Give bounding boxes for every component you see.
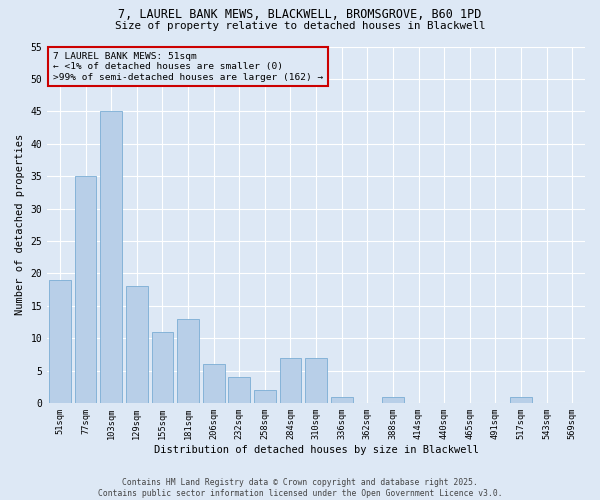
Text: 7 LAUREL BANK MEWS: 51sqm
← <1% of detached houses are smaller (0)
>99% of semi-: 7 LAUREL BANK MEWS: 51sqm ← <1% of detac… — [53, 52, 323, 82]
Bar — [152, 332, 173, 403]
Bar — [331, 396, 353, 403]
Bar — [74, 176, 97, 403]
Bar — [510, 396, 532, 403]
Bar — [280, 358, 301, 403]
Y-axis label: Number of detached properties: Number of detached properties — [15, 134, 25, 316]
Text: 7, LAUREL BANK MEWS, BLACKWELL, BROMSGROVE, B60 1PD: 7, LAUREL BANK MEWS, BLACKWELL, BROMSGRO… — [118, 8, 482, 20]
Text: Size of property relative to detached houses in Blackwell: Size of property relative to detached ho… — [115, 21, 485, 31]
X-axis label: Distribution of detached houses by size in Blackwell: Distribution of detached houses by size … — [154, 445, 479, 455]
Bar — [49, 280, 71, 403]
Bar — [254, 390, 276, 403]
Bar — [305, 358, 327, 403]
Text: Contains HM Land Registry data © Crown copyright and database right 2025.
Contai: Contains HM Land Registry data © Crown c… — [98, 478, 502, 498]
Bar — [126, 286, 148, 403]
Bar — [177, 319, 199, 403]
Bar — [100, 112, 122, 403]
Bar — [382, 396, 404, 403]
Bar — [203, 364, 224, 403]
Bar — [229, 377, 250, 403]
